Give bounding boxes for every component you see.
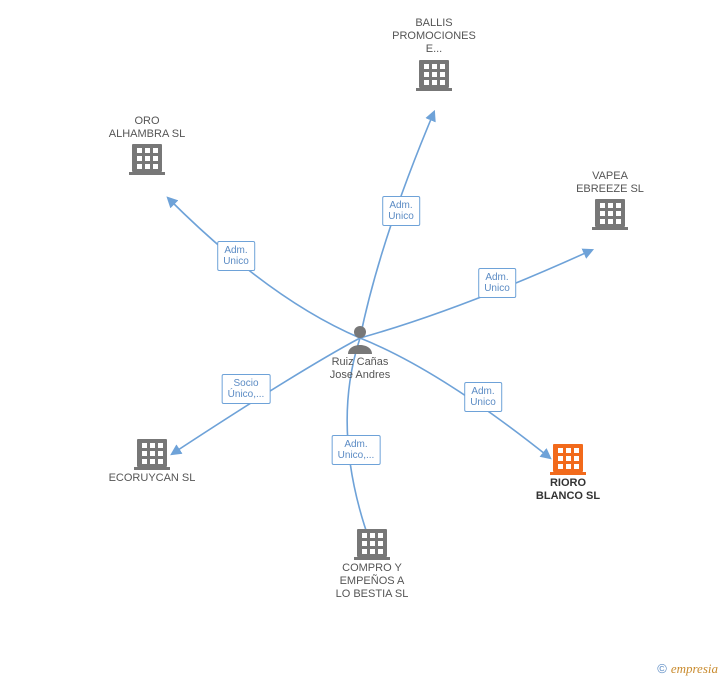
edge-label-vapea: Adm. Unico <box>478 268 516 298</box>
company-node-vapea[interactable]: VAPEA EBREEZE SL <box>540 168 680 230</box>
edge-oro <box>168 198 360 338</box>
company-node-oro[interactable]: ORO ALHAMBRA SL <box>77 113 217 175</box>
building-icon <box>357 526 387 560</box>
edge-label-rioro: Adm. Unico <box>464 382 502 412</box>
center-person-node[interactable]: Ruiz Cañas Jose Andres <box>310 324 410 382</box>
watermark-text: empresia <box>671 661 718 676</box>
company-label: COMPRO Y EMPEÑOS A LO BESTIA SL <box>302 562 442 602</box>
edge-label-ballis: Adm. Unico <box>382 196 420 226</box>
company-node-compro[interactable]: COMPRO Y EMPEÑOS A LO BESTIA SL <box>302 526 442 602</box>
company-node-ecoruycan[interactable]: ECORUYCAN SL <box>82 436 222 485</box>
company-node-rioro[interactable]: RIORO BLANCO SL <box>498 441 638 503</box>
watermark: © empresia <box>657 661 718 677</box>
company-label: BALLIS PROMOCIONES E... <box>364 17 504 57</box>
building-icon <box>595 196 625 230</box>
building-icon <box>553 441 583 475</box>
building-icon <box>419 57 449 91</box>
center-person-label: Ruiz Cañas Jose Andres <box>310 356 410 382</box>
edge-label-ecoruycan: Socio Único,... <box>222 374 271 404</box>
company-label: ORO ALHAMBRA SL <box>77 115 217 141</box>
copyright-symbol: © <box>657 661 667 676</box>
network-diagram: Ruiz Cañas Jose Andres BALLIS PROMOCIONE… <box>0 0 728 685</box>
edge-label-compro: Adm. Unico,... <box>332 435 381 465</box>
company-label: ECORUYCAN SL <box>82 472 222 485</box>
company-label: VAPEA EBREEZE SL <box>540 170 680 196</box>
edge-label-oro: Adm. Unico <box>217 241 255 271</box>
person-icon <box>346 324 374 354</box>
company-label: RIORO BLANCO SL <box>498 477 638 503</box>
building-icon <box>137 436 167 470</box>
building-icon <box>132 141 162 175</box>
company-node-ballis[interactable]: BALLIS PROMOCIONES E... <box>364 15 504 91</box>
